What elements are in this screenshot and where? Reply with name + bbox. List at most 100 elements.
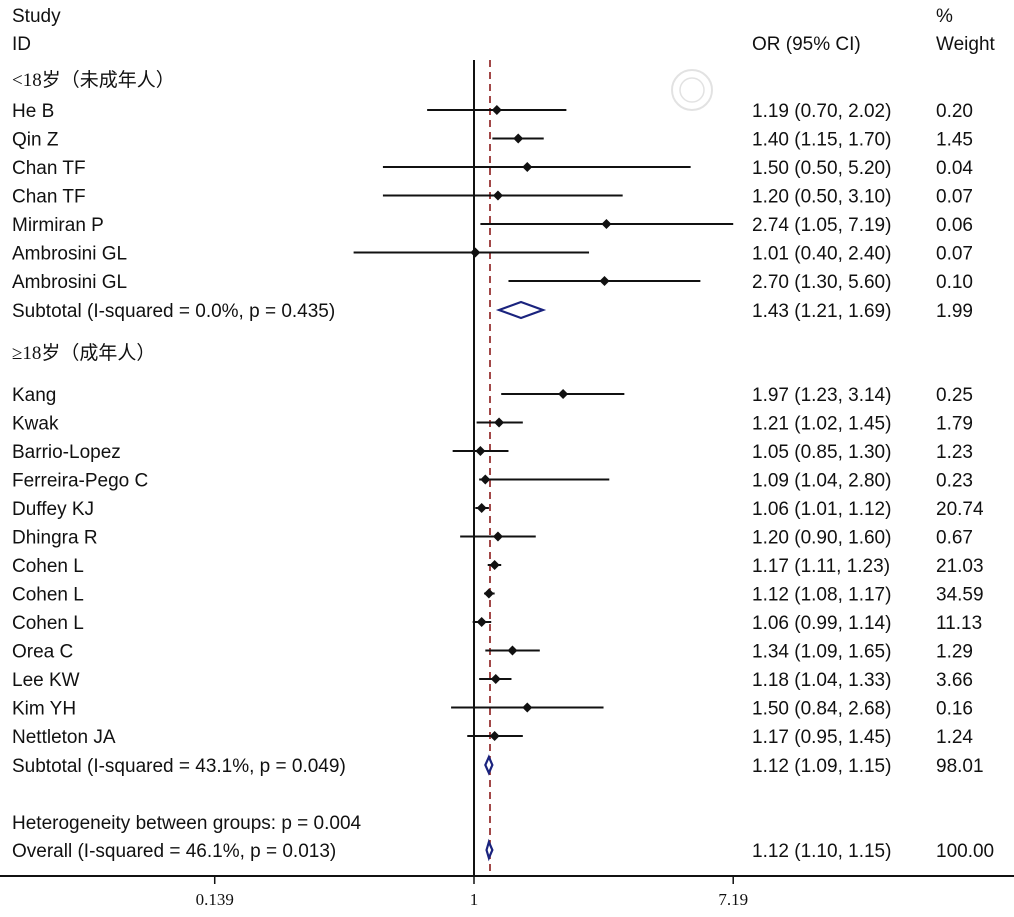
point-estimate-marker bbox=[470, 247, 481, 258]
or-ci-value: 1.97 (1.23, 3.14) bbox=[752, 385, 891, 406]
or-ci-value: 1.06 (0.99, 1.14) bbox=[752, 613, 891, 634]
study-label: Ambrosini GL bbox=[12, 244, 127, 265]
or-ci-value: 1.34 (1.09, 1.65) bbox=[752, 642, 891, 663]
point-estimate-marker bbox=[599, 276, 610, 286]
or-ci-value: 1.06 (1.01, 1.12) bbox=[752, 499, 891, 520]
point-estimate-marker bbox=[513, 133, 524, 144]
study-label: Kwak bbox=[12, 414, 59, 435]
subtotal-or-ci: 1.43 (1.21, 1.69) bbox=[752, 301, 891, 322]
point-estimate-marker bbox=[476, 617, 487, 627]
subtotal-or-ci: 1.12 (1.09, 1.15) bbox=[752, 756, 891, 777]
weight-value: 0.16 bbox=[936, 699, 973, 720]
point-estimate-marker bbox=[480, 474, 491, 485]
or-ci-value: 1.09 (1.04, 2.80) bbox=[752, 471, 891, 492]
weight-value: 0.10 bbox=[936, 272, 973, 293]
subtotal-weight: 1.99 bbox=[936, 301, 973, 322]
or-ci-value: 1.18 (1.04, 1.33) bbox=[752, 670, 891, 691]
point-estimate-marker bbox=[476, 503, 487, 513]
x-axis-ticks: 0.139 1 7.19 bbox=[196, 876, 748, 909]
weight-value: 0.06 bbox=[936, 215, 973, 236]
weight-value: 34.59 bbox=[936, 585, 984, 606]
x-tick-label: 1 bbox=[470, 890, 479, 909]
or-ci-value: 2.70 (1.30, 5.60) bbox=[752, 272, 891, 293]
or-ci-value: 1.12 (1.08, 1.17) bbox=[752, 585, 891, 606]
header-weight: Weight bbox=[936, 34, 996, 55]
study-label: He B bbox=[12, 101, 54, 122]
weight-value: 0.25 bbox=[936, 385, 973, 406]
or-ci-value: 1.50 (0.84, 2.68) bbox=[752, 699, 891, 720]
or-ci-value: 1.20 (0.50, 3.10) bbox=[752, 187, 891, 208]
watermark bbox=[671, 69, 713, 111]
point-estimate-marker bbox=[522, 162, 533, 172]
point-estimate-marker bbox=[490, 674, 501, 684]
study-label: Chan TF bbox=[12, 158, 86, 179]
point-estimate-marker bbox=[494, 417, 505, 428]
overall-label: Overall (I-squared = 46.1%, p = 0.013) bbox=[12, 841, 336, 862]
point-estimate-marker bbox=[491, 105, 502, 115]
study-label: Qin Z bbox=[12, 130, 59, 151]
group-label: ≥18岁（成年人） bbox=[12, 342, 155, 364]
study-label: Mirmiran P bbox=[12, 215, 104, 236]
x-tick-label: 7.19 bbox=[718, 890, 748, 909]
heterogeneity-text: Heterogeneity between groups: p = 0.004 bbox=[12, 813, 362, 834]
weight-value: 1.24 bbox=[936, 727, 973, 748]
study-label: Barrio-Lopez bbox=[12, 442, 121, 463]
weight-value: 0.20 bbox=[936, 101, 973, 122]
weight-value: 0.67 bbox=[936, 528, 973, 549]
study-label: Kang bbox=[12, 385, 56, 406]
study-label: Nettleton JA bbox=[12, 727, 116, 748]
header-study: Study bbox=[12, 6, 61, 27]
point-estimate-marker bbox=[601, 219, 612, 229]
point-estimate-marker bbox=[475, 446, 486, 456]
overall-diamond bbox=[485, 838, 494, 862]
subtotal-label: Subtotal (I-squared = 43.1%, p = 0.049) bbox=[12, 756, 346, 777]
or-ci-value: 1.40 (1.15, 1.70) bbox=[752, 130, 891, 151]
study-label: Kim YH bbox=[12, 699, 76, 720]
or-ci-value: 1.01 (0.40, 2.40) bbox=[752, 244, 891, 265]
point-estimate-marker bbox=[507, 645, 518, 656]
weight-value: 3.66 bbox=[936, 670, 973, 691]
point-estimate-marker bbox=[522, 702, 533, 713]
or-ci-value: 1.17 (0.95, 1.45) bbox=[752, 727, 891, 748]
subtotal-diamond bbox=[484, 754, 494, 776]
study-label: Cohen L bbox=[12, 556, 84, 577]
point-estimate-marker bbox=[492, 190, 503, 201]
weight-value: 20.74 bbox=[936, 499, 984, 520]
weight-value: 0.04 bbox=[936, 158, 973, 179]
overall-weight: 100.00 bbox=[936, 841, 994, 862]
or-ci-value: 1.19 (0.70, 2.02) bbox=[752, 101, 891, 122]
study-label: Cohen L bbox=[12, 585, 84, 606]
study-label: Dhingra R bbox=[12, 528, 98, 549]
study-label: Chan TF bbox=[12, 187, 86, 208]
or-ci-value: 1.20 (0.90, 1.60) bbox=[752, 528, 891, 549]
header-id: ID bbox=[12, 34, 31, 55]
subtotal-weight: 98.01 bbox=[936, 756, 984, 777]
or-ci-value: 1.05 (0.85, 1.30) bbox=[752, 442, 891, 463]
study-label: Duffey KJ bbox=[12, 499, 94, 520]
watermark-seal-icon bbox=[671, 69, 713, 111]
or-ci-value: 1.21 (1.02, 1.45) bbox=[752, 414, 891, 435]
study-label: Ferreira-Pego C bbox=[12, 471, 148, 492]
weight-value: 0.23 bbox=[936, 471, 973, 492]
or-ci-value: 2.74 (1.05, 7.19) bbox=[752, 215, 891, 236]
weight-value: 11.13 bbox=[936, 613, 982, 634]
point-estimate-marker bbox=[483, 588, 494, 599]
point-estimate-marker bbox=[489, 560, 500, 570]
weight-value: 1.23 bbox=[936, 442, 973, 463]
weight-value: 0.07 bbox=[936, 244, 973, 265]
weight-value: 1.29 bbox=[936, 642, 973, 663]
group-label: <18岁（未成年人） bbox=[12, 69, 175, 91]
x-tick-label: 0.139 bbox=[196, 890, 234, 909]
study-label: Ambrosini GL bbox=[12, 272, 127, 293]
weight-value: 1.45 bbox=[936, 130, 973, 151]
header-weight-percent: % bbox=[936, 6, 953, 27]
overall-or-ci: 1.12 (1.10, 1.15) bbox=[752, 841, 891, 862]
study-label: Lee KW bbox=[12, 670, 80, 691]
weight-value: 1.79 bbox=[936, 414, 973, 435]
weight-value: 0.07 bbox=[936, 187, 973, 208]
or-ci-value: 1.17 (1.11, 1.23) bbox=[752, 556, 890, 577]
subtotal-label: Subtotal (I-squared = 0.0%, p = 0.435) bbox=[12, 301, 335, 322]
study-label: Cohen L bbox=[12, 613, 84, 634]
study-label: Orea C bbox=[12, 642, 73, 663]
